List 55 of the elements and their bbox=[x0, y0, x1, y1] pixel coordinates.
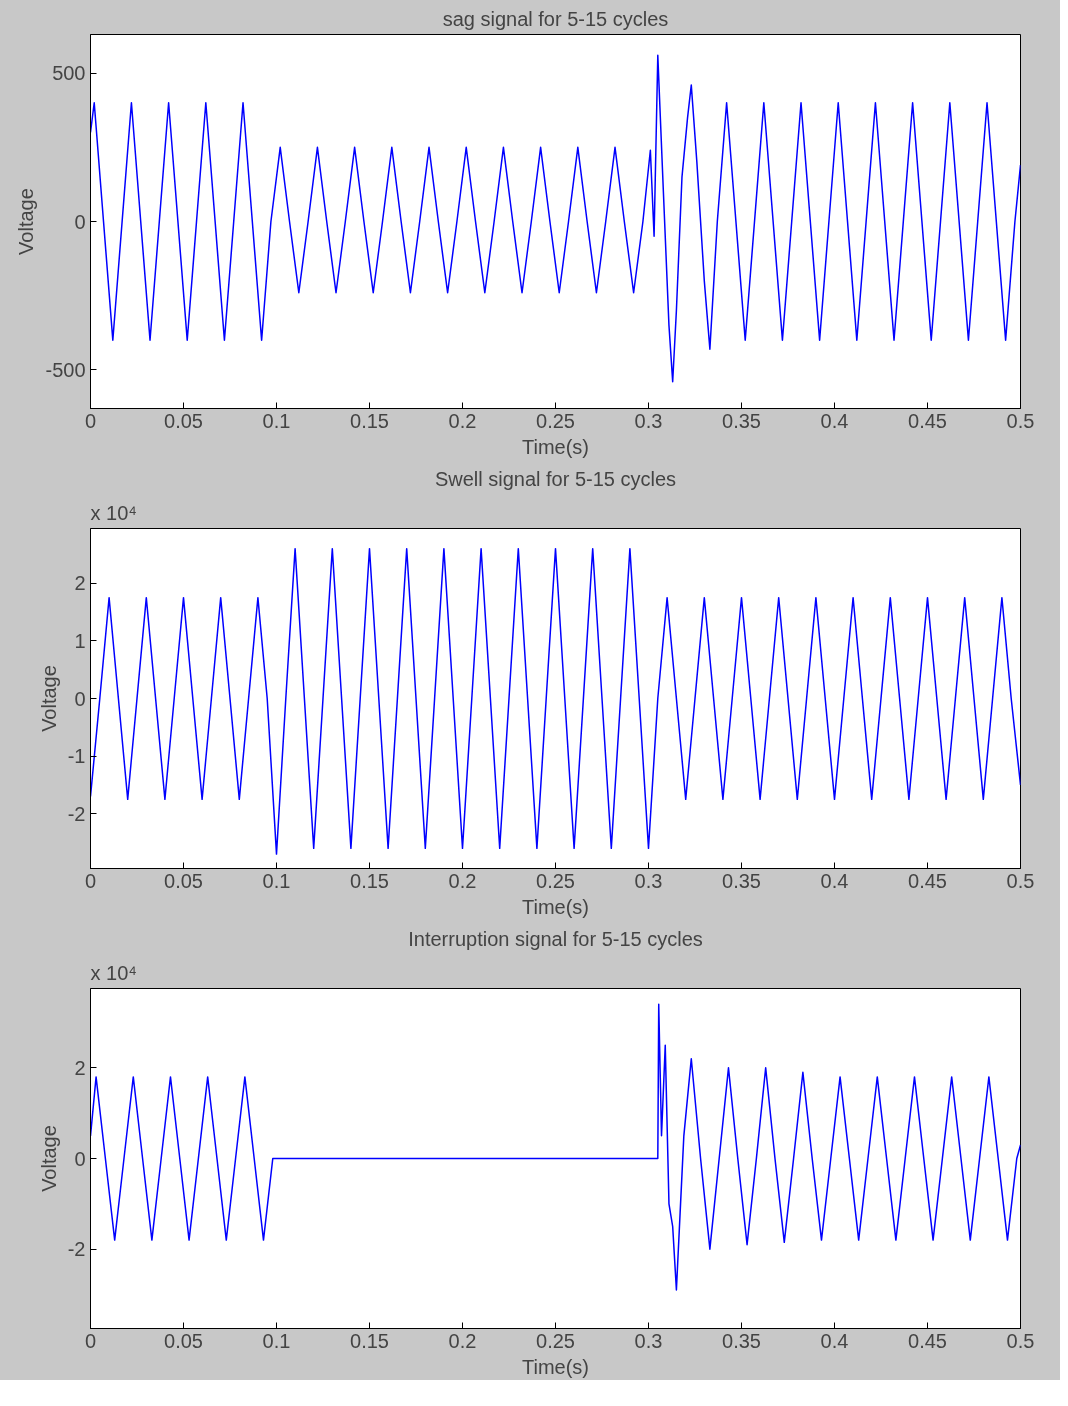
x-axis-title: Time(s) bbox=[521, 435, 590, 458]
x-tick-label: 0.4 bbox=[820, 869, 849, 892]
x-tick-label: 0.25 bbox=[536, 1329, 575, 1352]
x-tick-label: 0.35 bbox=[722, 409, 761, 432]
y-tick-label: 0 bbox=[74, 210, 86, 233]
y-tick-label: 2 bbox=[74, 1056, 86, 1079]
x-tick-label: 0.4 bbox=[820, 409, 849, 432]
y-tick-label: 2 bbox=[74, 572, 86, 595]
x-tick-label: 0.05 bbox=[164, 869, 203, 892]
chart-title: Swell signal for 5-15 cycles bbox=[434, 467, 677, 490]
x-tick-label: 0.5 bbox=[1006, 869, 1035, 892]
x-tick-label: 0.15 bbox=[350, 869, 389, 892]
text: x 10⁴ bbox=[90, 961, 137, 984]
x-tick-label: 0.3 bbox=[634, 409, 663, 432]
y-axis-title: Voltage bbox=[37, 665, 60, 732]
x-axis-title: Time(s) bbox=[521, 895, 590, 918]
y-tick-label: 0 bbox=[74, 687, 86, 710]
x-tick-label: 0.2 bbox=[448, 1329, 477, 1352]
y-tick-label: -500 bbox=[45, 358, 86, 381]
x-tick-label: 0.15 bbox=[350, 1329, 389, 1352]
y-axis-title: Voltage bbox=[15, 188, 38, 255]
x-tick-label: 0.1 bbox=[262, 1329, 291, 1352]
line-series bbox=[90, 1003, 1021, 1291]
x-tick-label: 0.15 bbox=[350, 409, 389, 432]
x-tick-label: 0.5 bbox=[1006, 409, 1035, 432]
y-tick-label: -1 bbox=[67, 745, 86, 768]
y-axis-title: Voltage bbox=[37, 1125, 60, 1192]
y-tick-label: 1 bbox=[74, 629, 86, 652]
chart-title: Interruption signal for 5-15 cycles bbox=[408, 927, 703, 950]
x-tick-label: 0.2 bbox=[448, 869, 477, 892]
x-tick-label: 0.5 bbox=[1006, 1329, 1035, 1352]
y-tick-label: 0 bbox=[74, 1147, 86, 1170]
x-tick-label: 0.45 bbox=[908, 409, 947, 432]
x-tick-label: 0.35 bbox=[722, 1329, 761, 1352]
x-tick-label: 0.3 bbox=[634, 1329, 663, 1352]
y-tick-label: -2 bbox=[67, 1238, 86, 1261]
x-tick-label: 0.2 bbox=[448, 409, 477, 432]
text: x 10⁴ bbox=[90, 501, 137, 524]
line-series bbox=[90, 547, 1021, 855]
line-series bbox=[90, 54, 1021, 383]
x-tick-label: 0.1 bbox=[262, 409, 291, 432]
x-tick-label: 0.05 bbox=[164, 409, 203, 432]
x-tick-label: 0.3 bbox=[634, 869, 663, 892]
y-tick-label: 500 bbox=[52, 62, 86, 85]
chart-title: sag signal for 5-15 cycles bbox=[442, 7, 669, 30]
x-tick-label: 0.35 bbox=[722, 869, 761, 892]
x-tick-label: 0.05 bbox=[164, 1329, 203, 1352]
x-tick-label: 0.25 bbox=[536, 869, 575, 892]
x-tick-label: 0.25 bbox=[536, 409, 575, 432]
x-tick-label: 0.45 bbox=[908, 869, 947, 892]
x-tick-label: 0.4 bbox=[820, 1329, 849, 1352]
x-tick-label: 0.45 bbox=[908, 1329, 947, 1352]
x-axis-title: Time(s) bbox=[521, 1355, 590, 1378]
y-tick-label: -2 bbox=[67, 802, 86, 825]
x-tick-label: 0.1 bbox=[262, 869, 291, 892]
